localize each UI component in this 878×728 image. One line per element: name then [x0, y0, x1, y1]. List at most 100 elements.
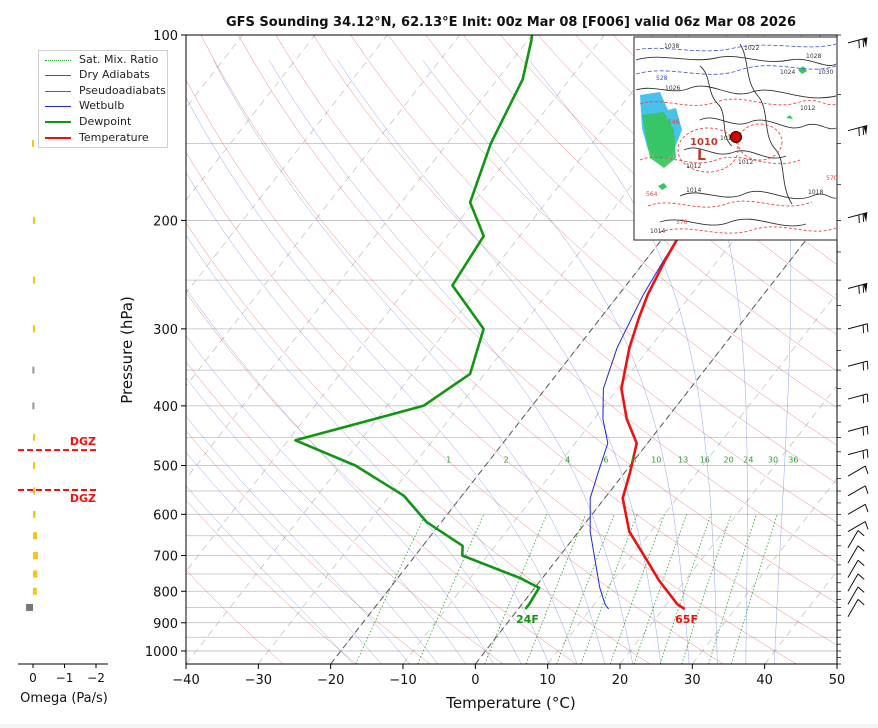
omega-bar — [33, 434, 35, 441]
legend-swatch — [45, 121, 71, 123]
svg-text:1038: 1038 — [664, 43, 679, 50]
dewpoint-surface-label: 24F — [516, 613, 539, 626]
svg-text:528: 528 — [656, 75, 668, 82]
x-tick-label: −40 — [172, 673, 199, 688]
wind-barb — [848, 361, 868, 370]
legend-swatch — [45, 60, 71, 61]
barb-feather — [859, 40, 860, 48]
wind-barb — [848, 574, 864, 591]
barb-staff — [848, 466, 865, 476]
y-tick-label: 700 — [153, 550, 178, 565]
barb-feather — [863, 427, 864, 435]
barb-feather — [863, 284, 864, 292]
barb-staff — [848, 522, 865, 532]
barb-staff — [848, 324, 867, 329]
y-tick-label: 400 — [153, 400, 178, 415]
pseudoadiabat — [269, 61, 632, 665]
barb-feather — [863, 39, 864, 47]
svg-text:1014: 1014 — [650, 228, 665, 235]
omega-bar — [33, 570, 37, 577]
legend-item: Wetbulb — [45, 99, 124, 113]
dry-adiabat — [838, 35, 878, 664]
chart-title: GFS Sounding 34.12°N, 62.13°E Init: 00z … — [226, 15, 796, 30]
barb-feather — [865, 466, 868, 474]
barb-staff — [848, 449, 867, 454]
wind-barbs — [848, 38, 868, 617]
wind-barb — [848, 466, 868, 476]
omega-bar — [33, 277, 35, 284]
barb-staff — [848, 426, 867, 431]
legend-label: Wetbulb — [79, 99, 124, 113]
y-tick-label: 100 — [153, 29, 178, 44]
mixing-ratio-label: 13 — [678, 456, 688, 465]
y-tick-label: 1000 — [145, 645, 178, 660]
barb-feather — [859, 286, 860, 294]
wind-barb — [848, 560, 864, 577]
x-tick-label: −30 — [245, 673, 272, 688]
y-tick-label: 600 — [153, 508, 178, 523]
inset-map: 1022 1026 1016 1012 1014 1012 1018 1024 … — [634, 37, 838, 240]
legend-label: Temperature — [79, 131, 149, 145]
pseudoadiabat — [0, 61, 410, 665]
svg-text:1014: 1014 — [686, 187, 701, 194]
barb-staff — [848, 486, 865, 496]
legend-swatch — [45, 106, 71, 107]
barb-feather — [863, 214, 864, 222]
dgz-label: DGZ — [70, 435, 96, 448]
barb-feather — [867, 394, 868, 402]
barb-feather — [867, 449, 868, 457]
mixing-ratio-label: 24 — [743, 456, 753, 465]
svg-text:1028: 1028 — [806, 53, 821, 60]
legend-item: Sat. Mix. Ratio — [45, 53, 158, 67]
omega-tick-label: −1 — [56, 671, 74, 685]
svg-text:1024: 1024 — [780, 69, 795, 76]
omega-tick-label: −2 — [87, 671, 105, 685]
barb-feather — [859, 215, 860, 223]
wind-barb — [848, 599, 864, 616]
mixing-ratio-label: 8 — [631, 456, 636, 465]
x-tick-label: 50 — [829, 673, 846, 688]
mixing-ratio-label: 10 — [651, 456, 661, 465]
dgz-label: DGZ — [70, 492, 96, 505]
barb-feather — [865, 486, 868, 494]
wind-barb — [848, 522, 868, 532]
legend-item: Pseudoadiabats — [45, 84, 166, 98]
y-tick-label: 500 — [153, 460, 178, 475]
legend-item: Dry Adiabats — [45, 68, 150, 82]
mixing-ratio-label: 6 — [603, 456, 608, 465]
wind-barb — [848, 449, 868, 458]
legend: Sat. Mix. Ratio Dry Adiabats Pseudoadiab… — [38, 50, 168, 148]
temperature-surface-label: 65F — [675, 613, 698, 626]
y-axis-label: Pressure (hPa) — [118, 296, 136, 404]
barb-feather — [863, 362, 864, 370]
mixing-ratio-line — [526, 514, 586, 664]
omega-axis-label: Omega (Pa/s) — [20, 691, 108, 706]
barb-feather — [863, 127, 864, 135]
barb-staff — [848, 530, 858, 547]
x-tick-label: −20 — [317, 673, 344, 688]
location-marker — [731, 132, 742, 143]
barb-staff — [848, 394, 867, 399]
isotherm — [186, 35, 677, 664]
y-tick-label: 300 — [153, 323, 178, 338]
svg-text:1018: 1018 — [808, 189, 823, 196]
mixing-ratio-label: 30 — [768, 456, 778, 465]
x-tick-label: 10 — [539, 673, 556, 688]
legend-label: Dry Adiabats — [79, 68, 150, 82]
omega-bar — [33, 217, 35, 224]
x-tick-label: 30 — [684, 673, 701, 688]
omega-bar — [33, 552, 38, 559]
isotherm — [114, 35, 605, 664]
mixing-ratio-line — [682, 514, 732, 664]
wind-barb — [848, 426, 868, 435]
omega-bar — [33, 588, 37, 595]
y-tick-label: 200 — [153, 214, 178, 229]
barb-staff — [848, 546, 858, 563]
svg-text:570: 570 — [676, 219, 688, 226]
pseudoadiabat — [0, 61, 353, 665]
dewpoint-line — [295, 35, 539, 609]
barb-feather — [858, 587, 864, 592]
barb-feather — [858, 599, 864, 604]
svg-text:1012: 1012 — [800, 105, 815, 112]
mixing-ratio-label: 4 — [565, 456, 570, 465]
